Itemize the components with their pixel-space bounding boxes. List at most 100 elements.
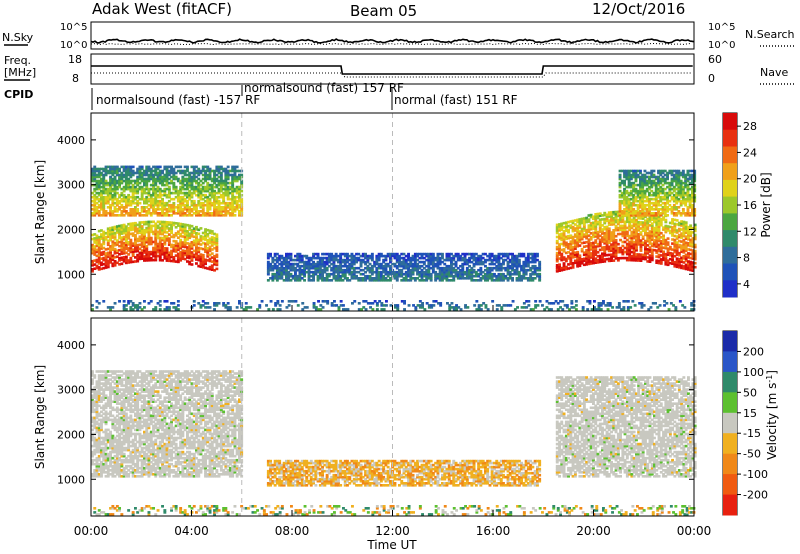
echo-cell [291, 268, 295, 272]
echo-cell [662, 226, 665, 229]
echo-cell [687, 236, 690, 239]
echo-cell [468, 277, 471, 280]
echo-cell [517, 258, 521, 262]
echo-cell [617, 304, 621, 307]
echo-cell [592, 243, 595, 247]
echo-cell [662, 234, 665, 237]
echo-cell [675, 247, 679, 250]
echo-cell [280, 268, 284, 272]
echo-cell [558, 223, 561, 226]
echo-cell [631, 300, 635, 303]
echo-cell [436, 256, 440, 260]
echo-cell [463, 258, 467, 262]
echo-cell [632, 234, 636, 238]
echo-cell [120, 242, 124, 245]
echo-cell [120, 206, 124, 209]
echo-cell [594, 213, 598, 216]
echo-cell [389, 272, 392, 276]
echo-cell [204, 236, 207, 239]
echo-cell [197, 199, 201, 203]
echo-cell [138, 302, 142, 305]
echo-cell [131, 191, 135, 195]
echo-cell [555, 259, 559, 263]
echo-cell [456, 258, 460, 262]
echo-cell [275, 270, 279, 274]
echo-cell [136, 177, 140, 181]
echo-cell [309, 270, 313, 274]
echo-cell [653, 248, 656, 252]
echo-cell [228, 197, 232, 201]
echo-cell [594, 253, 598, 256]
echo-cell [650, 254, 654, 258]
echo-cell [102, 212, 106, 215]
echo-cell [630, 232, 634, 236]
echo-cell [323, 266, 327, 270]
echo-cell [111, 169, 115, 173]
echo-cell [118, 167, 121, 171]
echo-cell [373, 264, 377, 268]
echo-cell [192, 208, 196, 211]
echo-cell [102, 258, 106, 262]
echo-cell [195, 203, 198, 207]
echo-cell [100, 185, 103, 189]
echo-cell [650, 212, 654, 215]
echo-cell [443, 274, 447, 278]
echo-cell [201, 201, 205, 205]
echo-cell [231, 195, 235, 199]
echo-cell [597, 308, 601, 311]
echo-cell [662, 254, 665, 258]
echo-cell [106, 259, 110, 263]
echo-cell [645, 171, 649, 175]
echo-cell [632, 244, 636, 248]
echo-cell [235, 191, 239, 195]
echo-cell [522, 254, 526, 258]
echo-cell [601, 256, 604, 259]
echo-cell [334, 279, 338, 282]
echo-cell [687, 266, 690, 269]
echo-cell [174, 260, 178, 263]
echo-cell [113, 171, 117, 175]
echo-cell [269, 254, 272, 258]
echo-cell [550, 308, 553, 311]
echo-cell [601, 240, 604, 243]
echo-cell [213, 254, 216, 258]
echo-cell [109, 308, 112, 311]
echo-cell [224, 189, 228, 193]
echo-cell [605, 245, 609, 249]
echo-cell [109, 255, 112, 258]
echo-cell [136, 187, 140, 191]
echo-cell [497, 277, 501, 280]
echo-cell [493, 256, 496, 260]
echo-cell [348, 258, 352, 262]
echo-cell [192, 235, 196, 239]
echo-cell [578, 240, 582, 243]
echo-cell [318, 277, 322, 280]
echo-cell [571, 245, 575, 249]
echo-cell [663, 304, 666, 307]
echo-cell [639, 193, 642, 197]
echo-cell [431, 266, 435, 270]
echo-cell [156, 212, 160, 215]
echo-cell [156, 189, 160, 193]
echo-cell [592, 251, 595, 255]
echo-cell [95, 206, 99, 209]
echo-cell [650, 218, 654, 221]
echo-cell [195, 244, 198, 247]
echo-cell [165, 255, 169, 258]
echo-cell [488, 262, 492, 266]
sky-panel-frame [90, 21, 695, 50]
echo-cell [468, 272, 471, 276]
echo-cell [174, 232, 178, 235]
echo-cell [642, 304, 646, 307]
echo-cell [136, 189, 140, 193]
echo-cell [179, 191, 183, 195]
echo-cell [287, 260, 291, 264]
echo-cell [240, 208, 244, 211]
echo-cell [233, 210, 237, 213]
echo-cell [100, 235, 103, 238]
echo-cell [343, 258, 347, 262]
echo-cell [199, 203, 203, 207]
echo-cell [666, 261, 670, 265]
echo-cell [488, 268, 492, 272]
echo-cell [361, 252, 365, 256]
